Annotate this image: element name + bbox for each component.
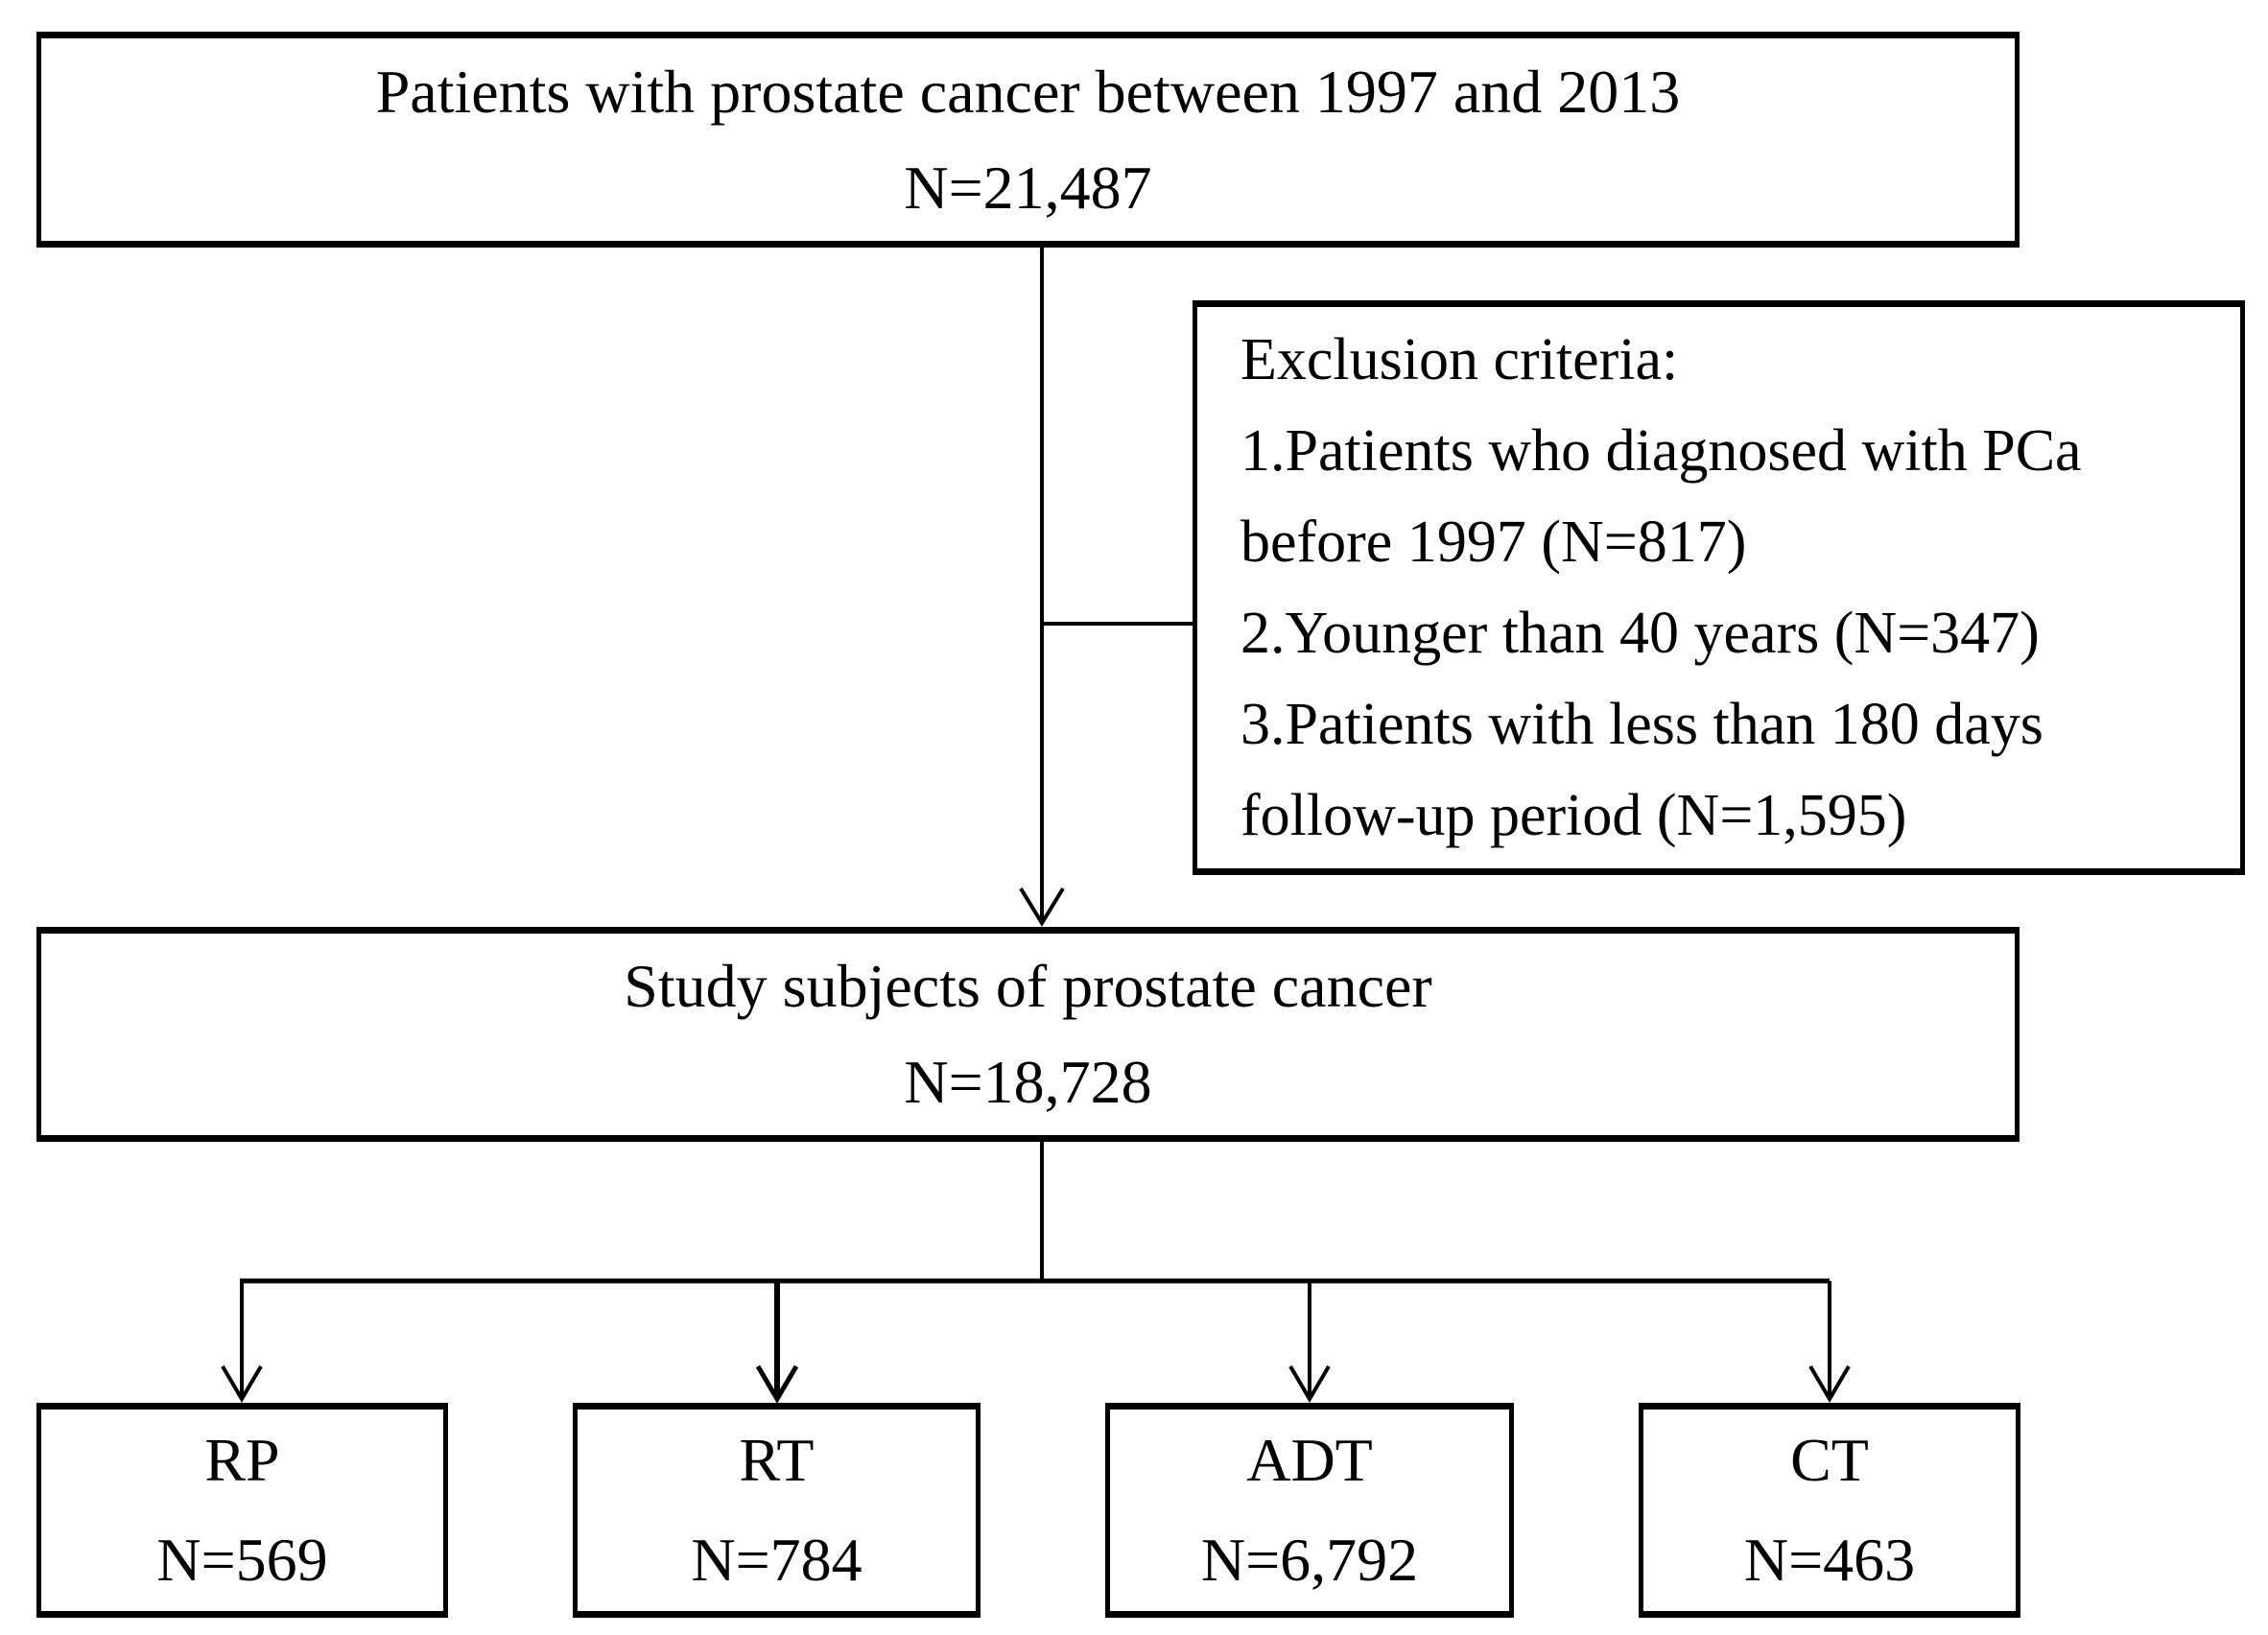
node-rt-label: RT [739, 1426, 815, 1494]
arrowhead-rt [755, 1364, 799, 1404]
exclusion-heading: Exclusion criteria: [1240, 326, 1679, 392]
node-patients-total-count: N=21,487 [904, 153, 1152, 222]
node-patients-total: Patients with prostate cancer between 19… [36, 32, 2020, 248]
arrowhead-ct [1808, 1364, 1851, 1403]
node-rp-label: RP [204, 1426, 280, 1494]
arrowhead-rp [221, 1364, 263, 1403]
node-exclusion-criteria: Exclusion criteria: 1.Patients who diagn… [1193, 300, 2245, 875]
node-treatment-ct: CT N=463 [1639, 1403, 2020, 1618]
node-patients-total-title: Patients with prostate cancer between 19… [375, 57, 1681, 126]
node-study-subjects: Study subjects of prostate cancer N=18,7… [36, 927, 2020, 1142]
node-treatment-adt: ADT N=6,792 [1105, 1403, 1514, 1618]
arrowhead-study [1019, 887, 1065, 927]
exclusion-item-2: 2.Younger than 40 years (N=347) [1240, 600, 2040, 666]
node-study-subjects-count: N=18,728 [904, 1048, 1152, 1116]
exclusion-item-1: 1.Patients who diagnosed with PCa [1240, 417, 2082, 484]
exclusion-item-3-cont: follow-up period (N=1,595) [1240, 782, 1907, 848]
node-treatment-rp: RP N=569 [36, 1403, 448, 1618]
node-rt-count: N=784 [691, 1526, 862, 1594]
exclusion-item-1-cont: before 1997 (N=817) [1240, 509, 1747, 575]
arrowhead-adt [1288, 1364, 1331, 1403]
exclusion-item-3: 3.Patients with less than 180 days [1240, 691, 2044, 757]
node-ct-label: CT [1790, 1426, 1869, 1494]
node-treatment-rt: RT N=784 [573, 1403, 980, 1618]
node-rp-count: N=569 [156, 1526, 328, 1594]
node-ct-count: N=463 [1743, 1526, 1916, 1594]
node-study-subjects-title: Study subjects of prostate cancer [624, 952, 1432, 1020]
node-adt-count: N=6,792 [1200, 1526, 1419, 1594]
node-adt-label: ADT [1246, 1426, 1373, 1494]
